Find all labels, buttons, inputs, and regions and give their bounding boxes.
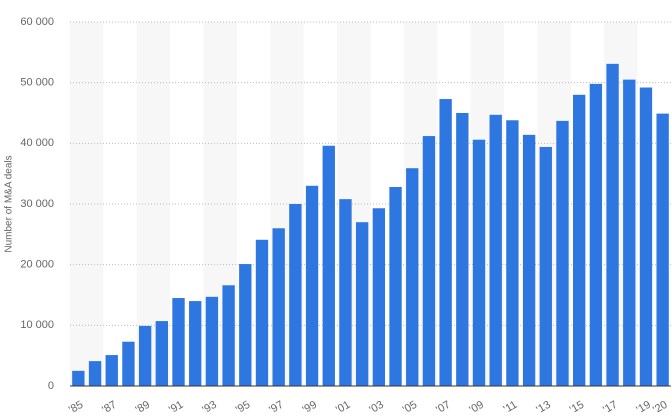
bar <box>255 239 269 386</box>
bar <box>456 113 469 386</box>
bar <box>122 341 135 386</box>
bar <box>339 199 352 386</box>
bar <box>472 139 486 386</box>
bar <box>272 228 285 386</box>
x-tick-label: '85 <box>67 399 85 416</box>
bar <box>439 99 452 387</box>
bar <box>355 222 369 386</box>
bar <box>573 94 586 387</box>
x-tick-label: '05 <box>401 399 419 416</box>
x-tick-label: '89 <box>134 399 152 416</box>
bar <box>72 370 85 386</box>
x-tick-label: '99 <box>301 399 319 416</box>
bar <box>138 325 152 386</box>
y-tick-label: 40 000 <box>20 137 54 149</box>
x-tick-label: '87 <box>100 399 118 416</box>
y-tick-label: 50 000 <box>20 77 54 89</box>
x-tick-label: '91 <box>167 399 185 416</box>
bar <box>289 204 302 386</box>
bar <box>589 83 603 386</box>
bar <box>222 285 235 386</box>
bar <box>422 136 436 386</box>
x-tick-label: '15 <box>568 399 586 416</box>
x-tick-label: '01 <box>334 399 352 416</box>
bar <box>239 264 252 386</box>
background-band <box>70 22 104 386</box>
bar <box>172 298 185 386</box>
bar <box>506 120 519 386</box>
y-tick-label: 0 <box>48 380 54 392</box>
bar <box>205 296 219 386</box>
y-axis-label: Number of M&A deals <box>4 155 15 252</box>
bar <box>556 120 569 387</box>
x-tick-label: '95 <box>234 399 252 416</box>
x-tick-label: '93 <box>200 399 218 416</box>
y-tick-label: 10 000 <box>20 319 54 331</box>
bar <box>322 145 335 386</box>
x-tick-label: '07 <box>434 399 452 416</box>
bar <box>189 301 202 386</box>
bar <box>389 187 402 386</box>
bar <box>489 114 502 386</box>
x-tick-label: '09 <box>468 399 486 416</box>
bar <box>522 134 536 386</box>
bar <box>105 355 118 386</box>
bar <box>305 185 319 386</box>
y-tick-label: 30 000 <box>20 198 54 210</box>
x-tick-label: '03 <box>367 399 385 416</box>
bar <box>606 63 619 387</box>
bar <box>639 87 653 387</box>
x-tick-label: '13 <box>534 399 552 416</box>
y-tick-label: 60 000 <box>20 16 54 28</box>
bar <box>656 113 669 387</box>
bar <box>539 146 552 386</box>
x-tick-label: '17 <box>601 399 619 416</box>
bar <box>406 168 419 386</box>
x-tick-label: '97 <box>267 399 285 416</box>
x-tick-label: '19 <box>634 399 652 416</box>
x-tick-label: '11 <box>502 399 520 416</box>
x-tick-label: '20 <box>651 399 669 416</box>
bar <box>372 208 386 386</box>
bar <box>88 361 102 386</box>
y-tick-label: 20 000 <box>20 259 54 271</box>
bar <box>623 79 636 386</box>
bar <box>155 321 168 386</box>
